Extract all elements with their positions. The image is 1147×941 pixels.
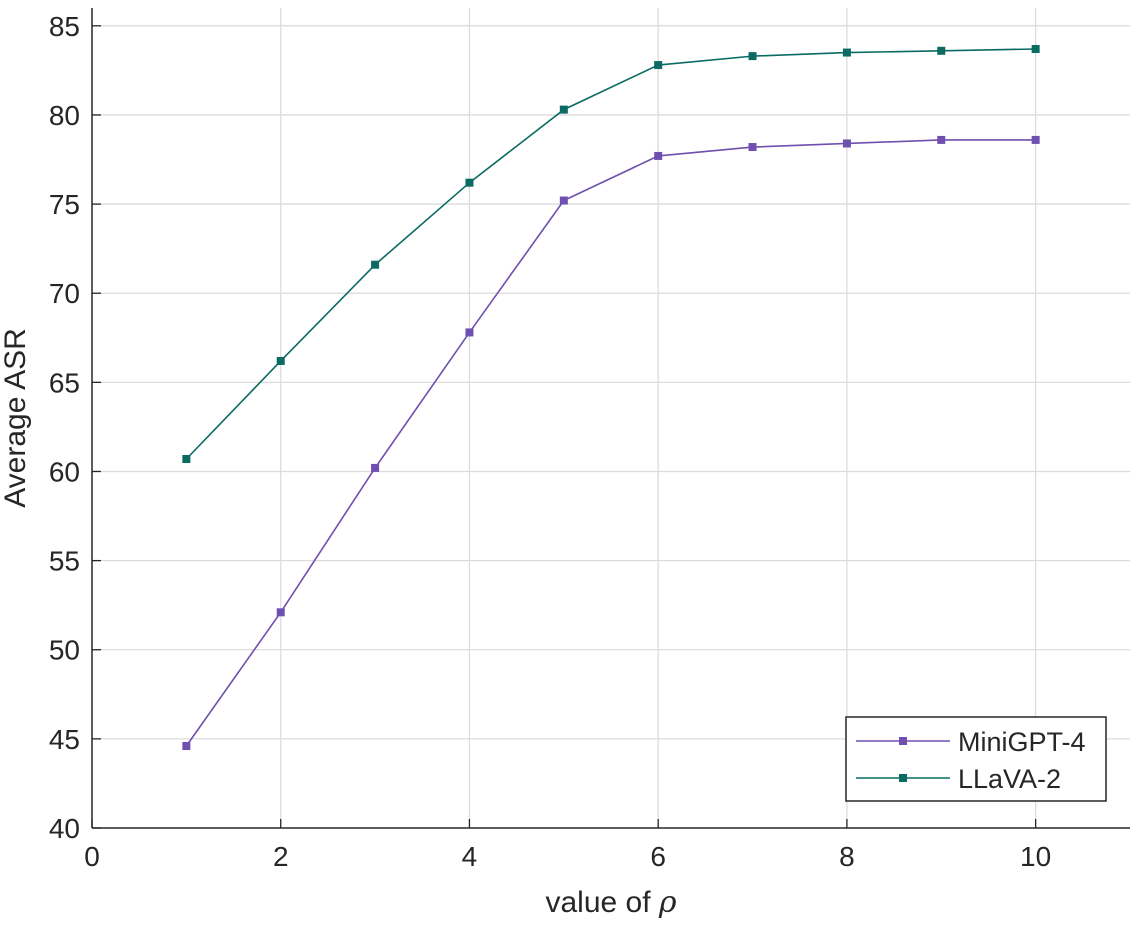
data-point-1 [654,61,663,70]
y-tick-label: 70 [49,278,80,309]
data-point-0 [276,608,285,617]
legend-marker-llava2 [899,774,907,782]
plot-background [92,8,1130,828]
x-axis-label: value of ρ [545,885,676,920]
data-point-0 [182,742,191,750]
data-point-1 [1031,45,1040,53]
data-point-0 [937,135,946,144]
data-point-1 [842,48,851,57]
y-tick-label: 65 [49,367,80,398]
data-point-0 [842,139,851,148]
data-point-1 [182,455,191,463]
data-point-0 [559,196,568,205]
x-axis-label-symbol: ρ [658,885,677,920]
grid [92,8,1130,828]
legend-label-minigpt4: MiniGPT-4 [958,727,1086,757]
series [182,45,1040,750]
data-point-1 [748,52,757,61]
y-tick-label: 50 [49,635,80,666]
x-tick-label: 2 [273,841,289,872]
legend-label-llava2: LLaVA-2 [958,764,1061,794]
data-point-0 [654,151,663,160]
legend-marker-minigpt4 [899,737,907,745]
legend: MiniGPT-4 LLaVA-2 [845,716,1107,802]
y-tick-label: 45 [49,724,80,755]
x-tick-label: 6 [650,841,666,872]
data-point-0 [465,328,474,337]
x-tick-label: 4 [462,841,478,872]
axes [91,8,1130,829]
x-tick-label: 0 [84,841,100,872]
y-tick-label: 85 [49,11,80,42]
legend-box [845,716,1107,802]
data-point-0 [1031,135,1040,144]
data-point-1 [559,105,568,114]
data-point-0 [371,463,380,472]
x-tick-label: 10 [1020,841,1051,872]
series-line-1 [185,48,1036,460]
y-tick-label: 80 [49,100,80,131]
series-line-0 [185,139,1036,747]
y-tick-label: 75 [49,189,80,220]
data-point-1 [937,46,946,55]
data-point-0 [748,143,757,152]
x-tick-label: 8 [839,841,855,872]
y-axis-label: Average ASR [0,328,32,508]
y-tick-label: 60 [49,456,80,487]
data-point-1 [276,356,285,365]
data-point-1 [371,260,380,269]
data-point-1 [465,178,474,187]
y-tick-label: 40 [49,813,80,844]
tick-labels: 0 2 4 6 8 10 40 45 50 55 60 65 70 75 80 85 [49,11,1051,872]
y-tick-label: 55 [49,546,80,577]
